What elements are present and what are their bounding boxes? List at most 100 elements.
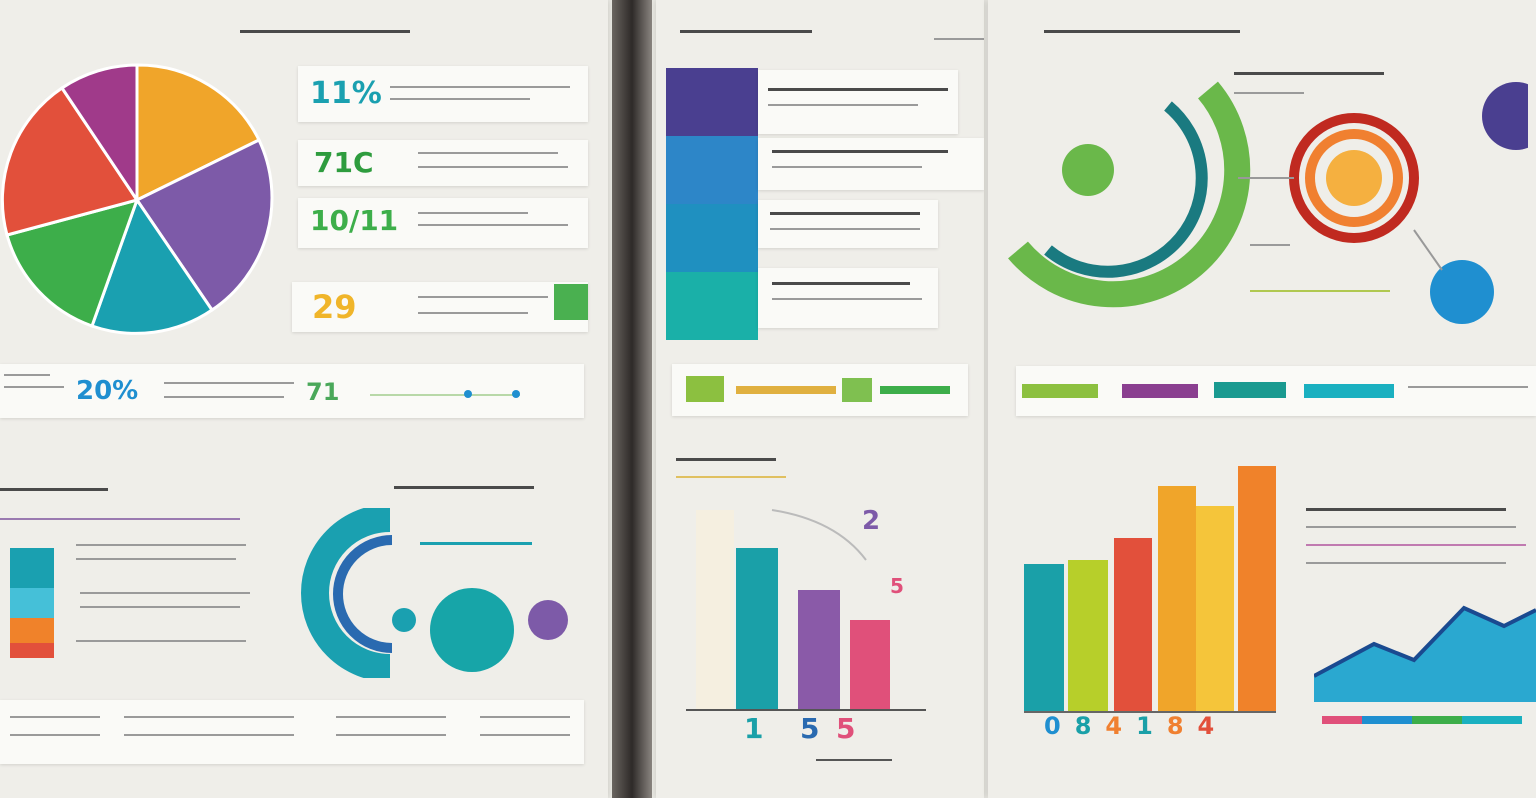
purple-badge — [528, 600, 568, 640]
mid-bar-chart — [686, 509, 926, 761]
strip-dot — [512, 390, 520, 398]
right-axis-labels: 0 8 4 1 8 4 — [1044, 712, 1284, 740]
stacked-bar — [10, 548, 54, 658]
step-card-2 — [758, 138, 984, 190]
mid-callout-2: 5 — [890, 574, 904, 598]
strip-line — [4, 386, 64, 388]
mid-bar — [850, 620, 890, 710]
chart-title-line — [676, 458, 776, 461]
right-label: 8 — [1074, 712, 1092, 740]
mid-bar — [696, 510, 734, 710]
strip-line — [4, 374, 50, 376]
stat-desc-line — [418, 212, 528, 214]
stat-desc-line — [418, 166, 568, 168]
stat-desc-line — [390, 98, 530, 100]
note-line — [124, 716, 294, 718]
notes-line — [1306, 508, 1506, 511]
strip-line — [370, 394, 520, 396]
stat-desc-line — [418, 312, 528, 314]
note-line — [336, 734, 446, 736]
progress-strip — [672, 364, 968, 416]
stat-value: 10/11 — [310, 204, 399, 237]
notes-line — [1306, 562, 1506, 564]
notes-line — [1306, 526, 1516, 528]
left-panel: 11% 71C 10/11 29 20% 71 — [0, 0, 608, 798]
green-node — [1062, 144, 1114, 196]
blue-node — [1430, 260, 1494, 324]
stat-value: 71C — [314, 146, 374, 179]
mid-label-1: 1 — [744, 712, 764, 745]
text-line — [76, 558, 236, 560]
mid-bar — [736, 548, 778, 710]
pie-chart — [0, 63, 274, 335]
strip-line — [164, 396, 284, 398]
panel-title-line — [240, 30, 410, 33]
stat-desc-line — [418, 152, 558, 154]
right-label: 0 — [1044, 712, 1061, 740]
pie-slice-purple — [59, 63, 139, 205]
note-line — [10, 716, 100, 718]
stat-desc-line — [418, 296, 548, 298]
stat-desc-line — [390, 86, 570, 88]
purple-node — [1482, 82, 1528, 150]
step-card-4 — [758, 268, 938, 328]
strip-dot — [464, 390, 472, 398]
right-panel: 0 8 4 1 8 4 — [988, 0, 1536, 798]
right-label: 8 — [1166, 712, 1184, 740]
step-card-1 — [758, 70, 958, 134]
right-bar — [1238, 466, 1276, 712]
footer-notes — [0, 700, 584, 764]
area-chart — [1314, 605, 1536, 702]
strip-value-2: 71 — [306, 378, 340, 406]
right-bar — [1068, 560, 1108, 712]
node-label-line — [1250, 244, 1290, 246]
stat-card-2: 71C — [298, 140, 588, 186]
note-line — [10, 734, 100, 736]
step-list — [666, 68, 758, 340]
right-bar — [1196, 506, 1234, 712]
panel-title-line — [1044, 30, 1240, 33]
legend-strip — [1016, 366, 1536, 416]
stat-accent-block — [554, 284, 588, 320]
notes-line — [1306, 544, 1526, 546]
node-label-line — [1250, 290, 1390, 292]
right-label: 1 — [1136, 712, 1153, 740]
note-line — [480, 734, 570, 736]
arc-infographic — [1008, 81, 1528, 324]
mid-callout-1: 2 — [862, 506, 881, 536]
step-card-3 — [758, 200, 938, 248]
stat-desc-line — [418, 224, 568, 226]
panel-divider — [612, 0, 652, 798]
right-bar-chart — [1024, 466, 1276, 713]
chart-title-rule — [676, 476, 786, 478]
ring-graphic — [301, 508, 568, 678]
pie-slice-orange — [135, 63, 262, 203]
panel-title-line — [934, 38, 984, 40]
teal-badge — [430, 588, 514, 672]
pie-slice-red — [0, 85, 140, 237]
text-line — [80, 606, 240, 608]
node-label-line — [1234, 72, 1384, 75]
area-legend — [1322, 716, 1522, 724]
right-bar — [1158, 486, 1196, 712]
stat-value: 29 — [312, 288, 357, 326]
right-label: 4 — [1105, 712, 1123, 740]
middle-panel: 2 5 1 5 5 — [656, 0, 984, 798]
text-line — [80, 592, 250, 594]
node-label-line — [1234, 92, 1304, 94]
right-label: 4 — [1197, 712, 1215, 740]
mid-label-3: 5 — [836, 712, 856, 745]
note-line — [336, 716, 446, 718]
text-line — [76, 640, 246, 642]
section-title-line — [394, 486, 534, 489]
stat-card-4: 29 — [292, 282, 588, 332]
text-line — [76, 544, 246, 546]
mid-bar — [798, 590, 840, 710]
right-bar — [1114, 538, 1152, 712]
strip-value-1: 20% — [76, 376, 139, 406]
pie-slice-teal — [90, 196, 215, 335]
section-title-line — [0, 488, 108, 491]
stat-value: 11% — [310, 76, 382, 111]
mid-label-2: 5 — [800, 712, 820, 745]
right-bar — [1024, 564, 1064, 712]
